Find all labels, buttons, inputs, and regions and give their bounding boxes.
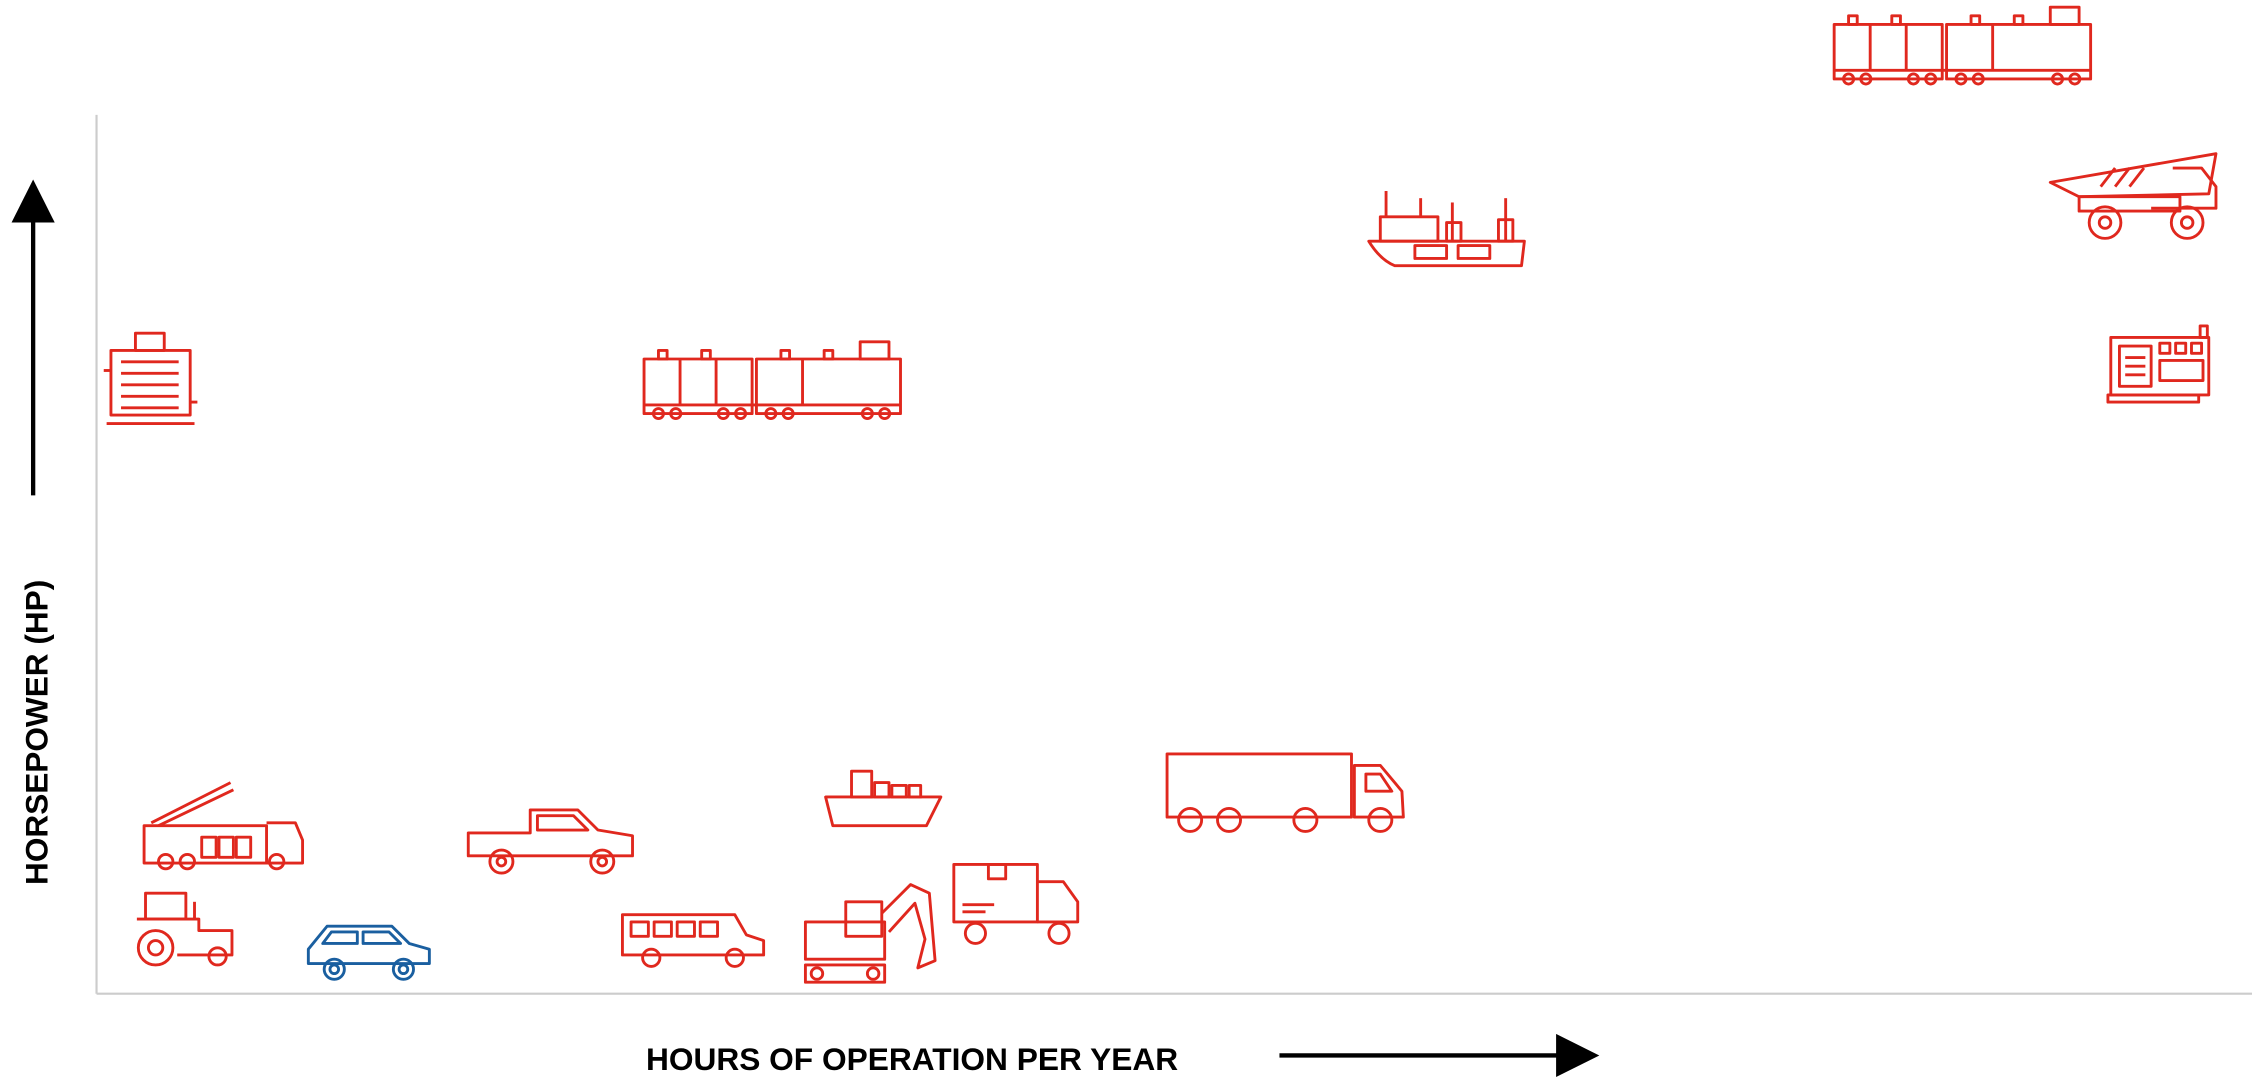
ship-icon [1367,190,1526,268]
pickup-icon [466,808,634,875]
locomotive-icon [1832,5,2093,86]
semi-truck-icon [1165,752,1405,833]
car-icon [306,924,431,981]
generator-icon [2106,324,2211,404]
cargo-ship-icon [824,769,943,828]
fire-truck-icon [142,781,305,871]
dump-truck-icon [2048,152,2218,240]
delivery-truck-icon [952,863,1080,945]
locomotive-icon [642,340,902,421]
x-axis-label: HOURS OF OPERATION PER YEAR [646,1041,1178,1077]
engine-icon [103,331,198,426]
minibus-icon [620,913,766,968]
tractor-icon [136,891,234,967]
excavator-icon [803,883,937,984]
y-axis-label: HORSEPOWER (HP) [18,580,54,885]
